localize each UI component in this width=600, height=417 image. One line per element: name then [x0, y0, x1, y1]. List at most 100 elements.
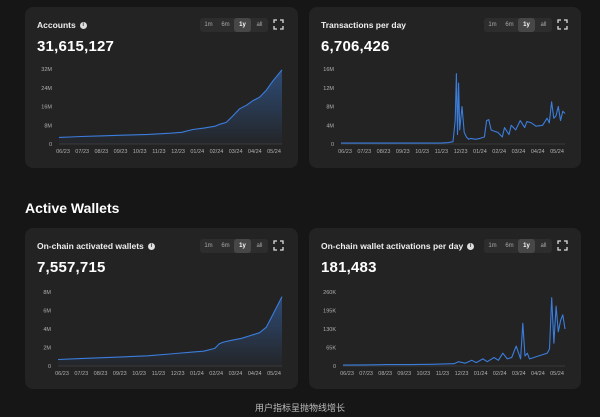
x-tick-label: 12/23	[454, 149, 468, 155]
card-value: 31,615,127	[37, 38, 115, 55]
chart-activations-per-day: 0 65K 130K 195K 260K 06/23 07/23 08/23 09/23 10/2…	[323, 290, 566, 377]
x-tick-label: 01/24	[190, 149, 204, 155]
range-selector: 1m 6m 1y all	[200, 239, 268, 253]
x-tick-label: 12/23	[171, 149, 185, 155]
expand-icon[interactable]	[556, 239, 569, 252]
x-tick-label: 04/24	[531, 371, 545, 377]
x-tick-label: 09/23	[113, 371, 127, 377]
card-title: Transactions per day	[321, 20, 406, 30]
y-tick-label: 260K	[323, 290, 336, 296]
range-1m[interactable]: 1m	[204, 22, 213, 28]
x-tick-label: 05/24	[550, 371, 564, 377]
section-title: Active Wallets	[25, 200, 120, 216]
range-1m[interactable]: 1m	[488, 22, 497, 28]
range-all[interactable]: all	[540, 243, 547, 249]
info-icon[interactable]: i	[147, 242, 155, 250]
y-tick-label: 195K	[323, 309, 336, 315]
y-tick-label: 6M	[43, 309, 51, 315]
chart-accounts: 0 8M 16M 24M 32M 06/23 07/23 08/23 09/23 10/23 11/…	[41, 67, 283, 155]
range-1y[interactable]: 1y	[518, 239, 535, 253]
y-tick-label: 65K	[326, 346, 336, 352]
range-all[interactable]: all	[256, 243, 263, 249]
x-tick-label: 10/23	[132, 371, 146, 377]
range-selector: 1m 6m 1y all	[484, 18, 552, 32]
x-tick-label: 02/24	[492, 149, 506, 155]
x-tick-label: 08/23	[377, 149, 391, 155]
y-tick-label: 4M	[326, 123, 334, 129]
x-tick-label: 02/24	[493, 371, 507, 377]
x-tick-label: 10/23	[415, 149, 429, 155]
x-tick-label: 03/24	[229, 371, 243, 377]
chart-activated-wallets: 0 2M 4M 6M 8M 06/23 07/23 08/23 09/23 10/23 11/23 1…	[43, 290, 283, 377]
range-6m[interactable]: 6m	[221, 243, 230, 249]
y-tick-label: 8M	[326, 105, 334, 111]
series-line	[342, 297, 566, 366]
range-1m[interactable]: 1m	[204, 243, 213, 249]
x-tick-label: 03/24	[512, 149, 526, 155]
card-activations-per-day: On-chain wallet activations per day i 181…	[309, 228, 581, 389]
card-title: On-chain wallet activations per day i	[321, 241, 475, 251]
range-1y[interactable]: 1y	[234, 18, 251, 32]
x-tick-label: 04/24	[248, 149, 262, 155]
y-tick-label: 0	[331, 142, 334, 148]
card-title-text: On-chain activated wallets	[37, 241, 144, 251]
y-tick-label: 12M	[323, 86, 334, 92]
x-tick-label: 10/23	[416, 371, 430, 377]
x-tick-label: 09/23	[396, 149, 410, 155]
card-value: 6,706,426	[321, 38, 390, 55]
x-tick-label: 11/23	[152, 149, 165, 155]
range-1y[interactable]: 1y	[234, 239, 251, 253]
x-tick-label: 07/23	[74, 371, 88, 377]
x-tick-label: 03/24	[229, 149, 243, 155]
x-tick-label: 12/23	[455, 371, 469, 377]
x-tick-label: 07/23	[357, 149, 371, 155]
x-tick-label: 08/23	[94, 149, 108, 155]
series-line	[57, 296, 283, 361]
series-area	[59, 69, 282, 144]
y-tick-label: 0	[49, 142, 52, 148]
x-tick-label: 04/24	[248, 371, 262, 377]
range-all[interactable]: all	[540, 22, 547, 28]
card-title-text: Accounts	[37, 20, 76, 30]
range-selector: 1m 6m 1y all	[200, 18, 268, 32]
x-tick-label: 05/24	[267, 371, 281, 377]
y-tick-label: 0	[48, 364, 51, 370]
range-6m[interactable]: 6m	[505, 22, 514, 28]
card-value: 7,557,715	[37, 259, 106, 276]
y-tick-label: 32M	[41, 67, 52, 73]
range-6m[interactable]: 6m	[505, 243, 514, 249]
x-tick-label: 11/23	[436, 371, 449, 377]
y-tick-label: 16M	[41, 105, 52, 111]
series-line	[58, 69, 283, 138]
x-tick-label: 01/24	[474, 371, 488, 377]
x-tick-label: 01/24	[473, 149, 487, 155]
x-tick-label: 01/24	[190, 371, 204, 377]
series-line	[341, 73, 566, 144]
card-value: 181,483	[321, 259, 377, 276]
x-tick-label: 08/23	[378, 371, 392, 377]
y-tick-label: 4M	[43, 327, 51, 333]
y-tick-label: 16M	[323, 67, 334, 73]
info-icon[interactable]: i	[467, 242, 475, 250]
card-title-text: On-chain wallet activations per day	[321, 241, 464, 251]
y-tick-label: 24M	[41, 86, 52, 92]
range-all[interactable]: all	[256, 22, 263, 28]
y-tick-label: 8M	[43, 290, 51, 296]
x-tick-label: 07/23	[75, 149, 89, 155]
info-icon[interactable]: i	[79, 21, 87, 29]
x-tick-label: 03/24	[512, 371, 526, 377]
range-6m[interactable]: 6m	[221, 22, 230, 28]
expand-icon[interactable]	[272, 18, 285, 31]
range-1y[interactable]: 1y	[518, 18, 535, 32]
x-tick-label: 09/23	[114, 149, 128, 155]
card-activated-wallets: On-chain activated wallets i 7,557,715 1m…	[25, 228, 298, 389]
expand-icon[interactable]	[556, 18, 569, 31]
x-tick-label: 11/23	[152, 371, 165, 377]
caption: 用户指标呈抛物线增长	[254, 404, 345, 414]
x-tick-label: 11/23	[435, 149, 448, 155]
card-title-text: Transactions per day	[321, 20, 407, 30]
expand-icon[interactable]	[272, 239, 285, 252]
range-1m[interactable]: 1m	[488, 243, 497, 249]
chart-transactions: 0 4M 8M 12M 16M 06/23 07/23 08/23 09/23 10/23 11/2…	[323, 67, 566, 155]
x-tick-label: 07/23	[359, 371, 373, 377]
